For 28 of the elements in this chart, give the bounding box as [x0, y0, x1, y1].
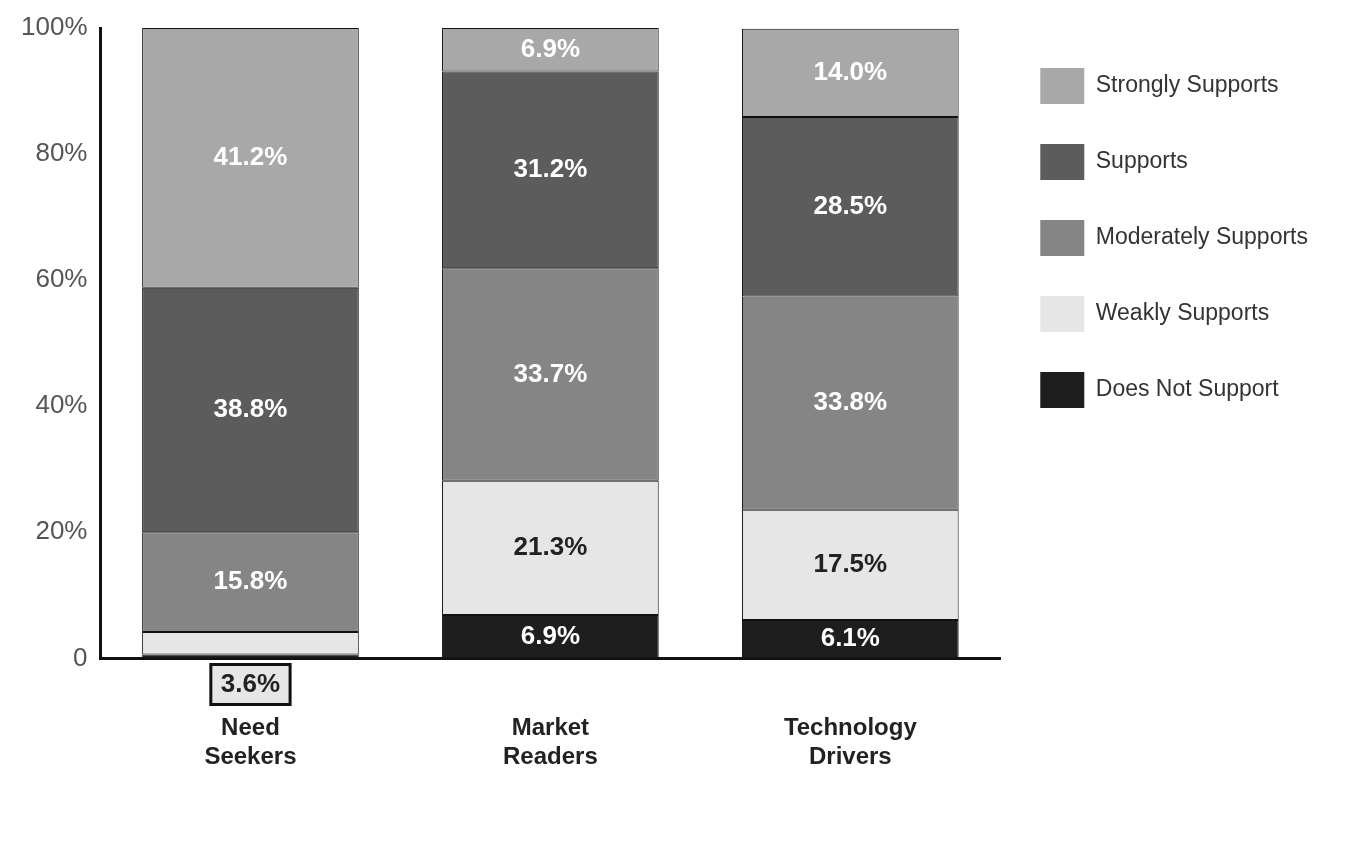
- data-label: 17.5%: [813, 547, 888, 578]
- y-tick-label: 80%: [35, 137, 88, 168]
- x-tick-label: Market Readers: [503, 713, 598, 770]
- legend-label: Does Not Support: [1095, 375, 1280, 402]
- legend-label: Weakly Supports: [1095, 299, 1270, 326]
- data-label: 31.2%: [513, 153, 588, 184]
- legend-label: Strongly Supports: [1095, 71, 1279, 98]
- data-label: 28.5%: [813, 189, 888, 220]
- data-label: 33.8%: [813, 386, 888, 417]
- data-label: 33.7%: [513, 357, 588, 388]
- y-tick-label: 40%: [35, 389, 88, 420]
- legend-label: Supports: [1095, 147, 1188, 174]
- x-tick-label: Technology Drivers: [783, 713, 918, 770]
- legend-label: Moderately Supports: [1095, 223, 1309, 250]
- data-label: 6.9%: [520, 32, 581, 63]
- y-tick-label: 20%: [35, 515, 88, 546]
- y-tick-label: 0: [73, 641, 88, 672]
- data-label: 38.8%: [213, 393, 288, 424]
- y-tick-label: 60%: [35, 263, 88, 294]
- data-label: 21.3%: [513, 530, 588, 561]
- data-label: 6.9%: [520, 619, 581, 650]
- y-tick-label: 100%: [21, 11, 88, 42]
- data-label: 14.0%: [813, 55, 888, 86]
- x-tick-label: Need Seekers: [204, 713, 297, 770]
- data-label: 6.1%: [820, 622, 880, 653]
- data-label: 15.8%: [213, 565, 288, 596]
- data-label: 41.2%: [213, 141, 288, 172]
- data-label: 3.6%: [220, 667, 281, 698]
